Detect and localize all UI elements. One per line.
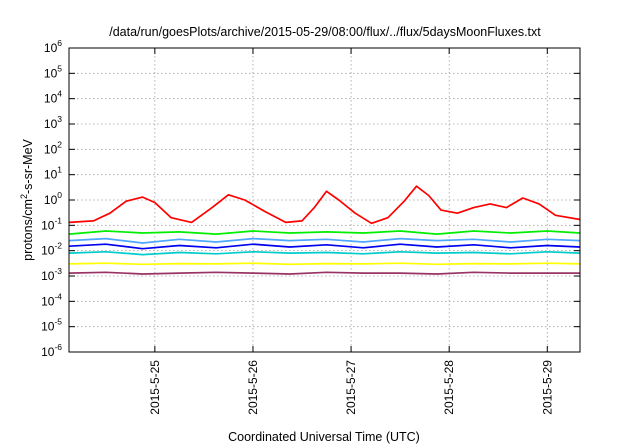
x-tick-label: 2015-5-26: [246, 360, 260, 415]
y-tick-label: 10-3: [41, 266, 62, 283]
series-line-7: [68, 271, 580, 275]
y-tick-label: 102: [44, 139, 62, 156]
y-tick-label: 106: [44, 38, 62, 55]
series-line-2: [68, 230, 581, 235]
series-line-1: [68, 185, 581, 225]
x-tick-label: 2015-5-27: [344, 360, 358, 415]
series-line-5: [68, 250, 581, 256]
chart-title: /data/run/goesPlots/archive/2015-05-29/0…: [109, 25, 541, 39]
y-axis: 10-6 10-5 10-4 10-3 10-2 10-1 100 101 102 103 104 1…: [41, 38, 580, 359]
x-axis: 2015-5-25 2015-5-26 2015-5-27 2015-5-28 2015…: [148, 48, 554, 415]
y-tick-label: 105: [44, 63, 62, 80]
y-tick-label: 103: [44, 114, 62, 131]
y-tick-label: 104: [44, 89, 62, 106]
y-tick-label: 10-5: [41, 317, 62, 334]
series-line-4: [68, 243, 581, 250]
series-group: [68, 185, 581, 275]
grid: [69, 48, 580, 352]
y-tick-label: 10-4: [41, 291, 62, 308]
x-tick-label: 2015-5-28: [442, 360, 456, 415]
series-line-3: [68, 237, 581, 244]
x-tick-label: 2015-5-29: [540, 360, 554, 415]
y-tick-label: 10-1: [41, 215, 62, 232]
y-tick-label: 10-6: [41, 342, 62, 359]
y-tick-label: 101: [44, 165, 62, 182]
x-tick-label: 2015-5-25: [148, 360, 162, 415]
y-tick-label: 10-2: [41, 241, 62, 258]
series-line-6: [68, 262, 581, 266]
y-tick-label: 100: [44, 190, 62, 207]
y-axis-label: protons/cm2-s-sr-MeV: [19, 138, 35, 260]
x-axis-label: Coordinated Universal Time (UTC): [228, 430, 420, 444]
